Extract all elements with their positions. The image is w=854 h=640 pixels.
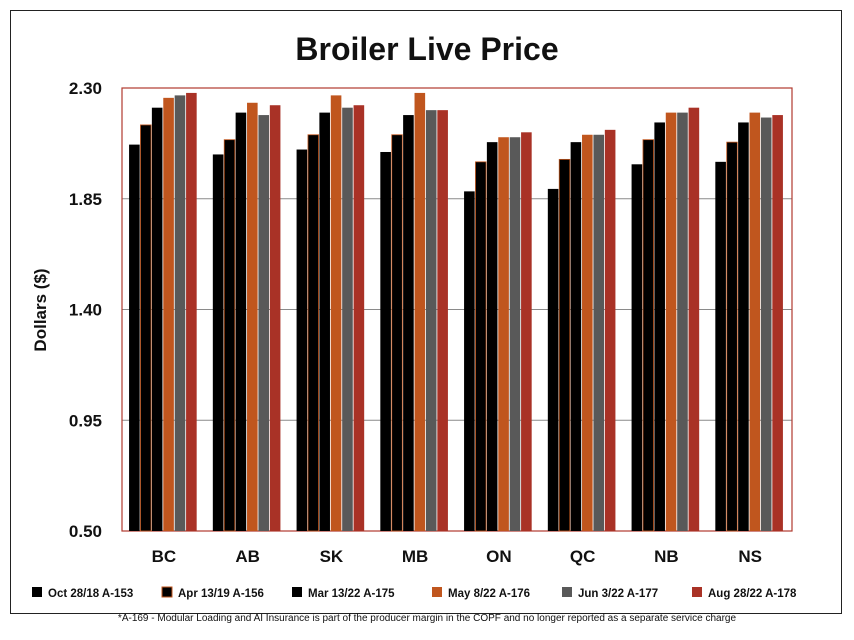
bar [247, 102, 258, 532]
legend-swatch [562, 587, 572, 597]
bar [521, 132, 532, 532]
bar [498, 137, 509, 531]
bar [509, 137, 521, 531]
legend-swatch [32, 587, 42, 597]
chart-title: Broiler Live Price [295, 31, 558, 67]
y-axis-label: Dollars ($) [31, 268, 50, 351]
bar [235, 112, 247, 531]
legend-label: Aug 28/22 A-178 [708, 588, 797, 600]
bar [353, 105, 365, 531]
y-tick-label: 0.95 [69, 411, 102, 430]
legend-swatch [692, 587, 702, 597]
legend-label: Apr 13/19 A-156 [178, 588, 264, 600]
bar [414, 92, 426, 531]
bar [342, 107, 353, 531]
footnote: *A-169 - Modular Loading and AI Insuranc… [117, 613, 737, 624]
bar [749, 112, 761, 531]
y-tick-label: 0.50 [69, 522, 102, 541]
x-tick-label: QC [570, 547, 596, 566]
bar [642, 139, 654, 532]
bar [186, 92, 197, 531]
bar [665, 112, 677, 531]
bar [174, 95, 186, 531]
x-tick-label: MB [402, 547, 428, 566]
bar [163, 97, 174, 531]
legend-label: May 8/22 A-176 [448, 588, 530, 600]
bar [212, 154, 224, 531]
bar [486, 142, 498, 531]
bar [558, 158, 571, 532]
bar [631, 164, 643, 532]
bar [330, 95, 342, 531]
x-tick-label: ON [486, 547, 512, 566]
bar [307, 134, 319, 532]
bar [772, 115, 783, 532]
bar [726, 141, 738, 532]
bar [425, 110, 437, 532]
bar [403, 115, 414, 532]
legend-label: Oct 28/18 A-153 [48, 588, 133, 600]
x-tick-label: AB [235, 547, 260, 566]
legend-label: Mar 13/22 A-175 [308, 588, 395, 600]
bar [258, 115, 270, 532]
legend-swatch [292, 587, 302, 597]
bar [677, 112, 688, 531]
bar [129, 144, 140, 531]
y-tick-label: 2.30 [69, 79, 102, 98]
bar [715, 161, 726, 532]
legend-swatch [161, 586, 173, 598]
bar [547, 188, 559, 531]
bar [760, 117, 772, 532]
bar [380, 151, 391, 531]
plot-area-border [121, 87, 793, 532]
bar [223, 139, 236, 532]
y-tick-label: 1.85 [69, 190, 102, 209]
bar [151, 107, 163, 531]
y-tick-label: 1.40 [69, 301, 102, 320]
bar [738, 122, 749, 531]
x-tick-label: SK [320, 547, 344, 566]
bar [140, 124, 152, 532]
bar [475, 161, 487, 532]
x-tick-label: NS [738, 547, 762, 566]
bar [593, 134, 605, 531]
legend-label: Jun 3/22 A-177 [578, 588, 658, 600]
bar [654, 122, 665, 531]
bar [582, 134, 593, 531]
x-tick-label: BC [152, 547, 177, 566]
bar [570, 142, 582, 531]
x-tick-label: NB [654, 547, 679, 566]
bar [319, 112, 330, 531]
bar [296, 149, 308, 531]
bar [464, 191, 475, 531]
bar [437, 110, 448, 532]
bar [269, 105, 281, 531]
bar [391, 134, 403, 532]
bar [688, 107, 700, 531]
legend-swatch [432, 587, 442, 597]
bar [604, 129, 616, 532]
